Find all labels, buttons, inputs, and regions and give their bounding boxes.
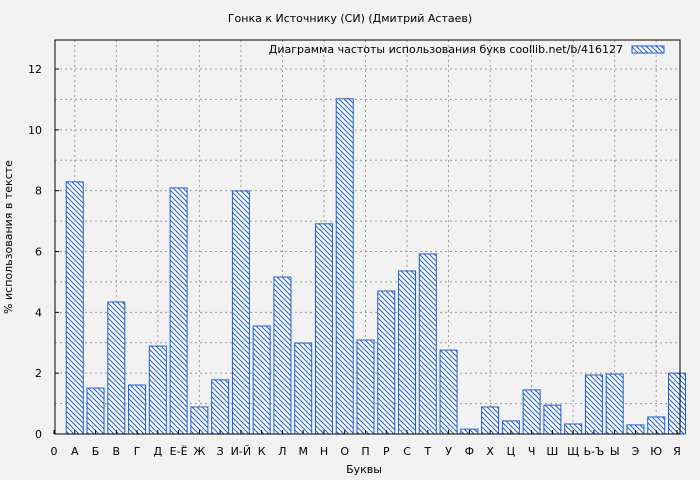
bar-Р bbox=[377, 290, 396, 435]
y-tick-label: 0 bbox=[35, 428, 42, 441]
x-tick-label: В bbox=[113, 445, 121, 458]
x-tick-label: К bbox=[258, 445, 266, 458]
y-axis-label: % использования в тексте bbox=[2, 160, 15, 314]
x-axis-label: Буквы bbox=[346, 463, 382, 476]
bar-Т bbox=[418, 253, 437, 435]
bar-К bbox=[252, 325, 271, 435]
x-tick-label: Ш bbox=[547, 445, 559, 458]
x-tick-label: Е-Ё bbox=[170, 445, 188, 458]
x-tick-label: А bbox=[71, 445, 79, 458]
x-tick-label: Ь-Ъ bbox=[584, 445, 605, 458]
x-tick-label: Х bbox=[486, 445, 494, 458]
bar-Н bbox=[314, 223, 333, 435]
x-tick-label: Ы bbox=[610, 445, 620, 458]
x-tick-label: Ч bbox=[528, 445, 536, 458]
bar-Я bbox=[668, 372, 686, 435]
x-tick-label: М bbox=[298, 445, 308, 458]
plot-frame bbox=[54, 39, 681, 435]
x-tick-label: Ю bbox=[650, 445, 662, 458]
x-tick-label: У bbox=[445, 445, 452, 458]
bar-Е-Ё bbox=[169, 187, 188, 435]
x-tick-label: Я bbox=[673, 445, 681, 458]
bar-П bbox=[356, 339, 375, 435]
x-tick-label: Г bbox=[134, 445, 141, 458]
y-axis: 0 2 4 6 8 10 12 bbox=[28, 63, 59, 441]
x-tick-label: Ц bbox=[507, 445, 516, 458]
bars bbox=[65, 98, 686, 435]
x-tick-label: З bbox=[217, 445, 224, 458]
bar-Д bbox=[148, 345, 167, 435]
x-tick-label: П bbox=[361, 445, 369, 458]
x-tick-label: Б bbox=[92, 445, 100, 458]
x-tick-label: Д bbox=[154, 445, 163, 458]
y-tick-label: 6 bbox=[35, 246, 42, 259]
bar-Л bbox=[273, 276, 292, 435]
bar-О bbox=[335, 98, 354, 435]
y-tick-label: 12 bbox=[28, 63, 42, 76]
bar-В bbox=[107, 301, 126, 435]
y-tick-label: 2 bbox=[35, 367, 42, 380]
bar-А bbox=[65, 181, 84, 435]
x-tick-label: С bbox=[403, 445, 411, 458]
bar-М bbox=[294, 342, 313, 435]
x-tick-label: Н bbox=[320, 445, 328, 458]
bar-Ь-Ъ bbox=[584, 374, 603, 435]
x-tick-label: Щ bbox=[567, 445, 579, 458]
chart-title: Гонка к Источнику (СИ) (Дмитрий Астаев) bbox=[228, 12, 472, 25]
x-tick-label: Ж bbox=[193, 445, 205, 458]
bar-Х bbox=[481, 406, 500, 435]
legend: Диаграмма частоты использования букв coo… bbox=[269, 43, 665, 56]
bar-Ж bbox=[190, 406, 209, 435]
x-tick-label: Р bbox=[383, 445, 390, 458]
legend-label: Диаграмма частоты использования букв coo… bbox=[269, 43, 623, 56]
bar-Б bbox=[86, 387, 105, 435]
x-tick-label: Л bbox=[278, 445, 286, 458]
bar-Г bbox=[128, 384, 147, 435]
bar-Ш bbox=[543, 404, 562, 435]
y-tick-label: 4 bbox=[35, 306, 42, 319]
y-tick-label: 10 bbox=[28, 124, 42, 137]
bar-Ч bbox=[522, 389, 541, 435]
x-tick-label: Э bbox=[632, 445, 640, 458]
x-tick-label: Ф bbox=[465, 445, 474, 458]
bar-У bbox=[439, 349, 458, 435]
bar-З bbox=[211, 379, 230, 435]
x-tick-label: О bbox=[340, 445, 349, 458]
y-tick-label: 8 bbox=[35, 185, 42, 198]
bar-С bbox=[398, 270, 417, 435]
x-tick-label: 0 bbox=[51, 445, 58, 458]
bar-Ы bbox=[605, 373, 624, 435]
x-tick-label: Т bbox=[423, 445, 431, 458]
grid bbox=[55, 40, 680, 434]
bar-И-Й bbox=[231, 190, 250, 435]
x-axis: 0 А Б В Г Д Е-Ё Ж З И-Й К Л М Н О П Р С Т У Ф Х Ц Ч Ш Щ Ь-Ъ Ы Э Ю Я bbox=[51, 430, 681, 458]
legend-swatch bbox=[631, 45, 665, 54]
x-tick-label: И-Й bbox=[231, 445, 251, 458]
